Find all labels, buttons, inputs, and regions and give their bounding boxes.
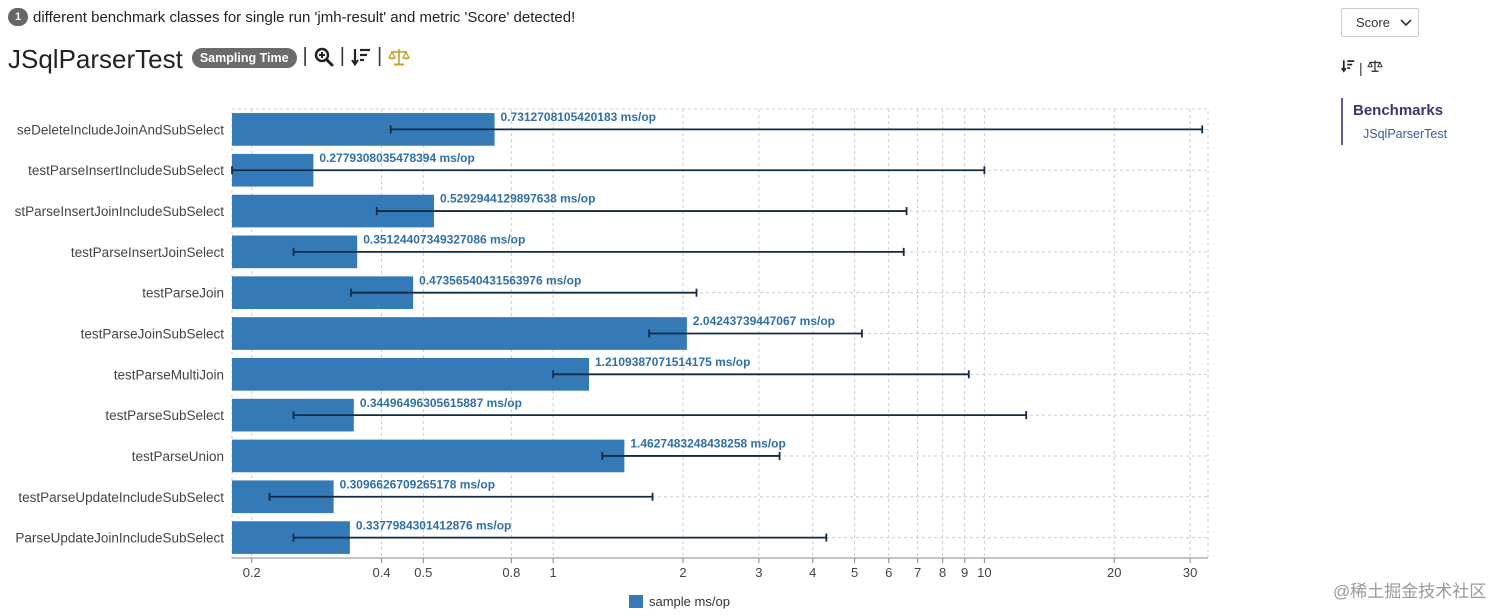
chart-header: JSqlParserTest Sampling Time | | |	[8, 44, 411, 75]
bar	[232, 357, 590, 391]
data-label: 0.7312708105420183 ms/op	[501, 110, 656, 124]
x-tick-label: 0.4	[373, 565, 391, 580]
x-tick-label: 0.8	[502, 565, 520, 580]
toc-item-jsqlparsertest[interactable]: JSqlParserTest	[1363, 127, 1448, 141]
toolbar-separator: |	[1359, 59, 1363, 76]
toolbar-separator: |	[339, 45, 345, 67]
plot-frame	[231, 108, 1209, 559]
data-label: 1.4627483248438258 ms/op	[630, 437, 785, 451]
data-label: 1.2109387071514175 ms/op	[595, 355, 750, 369]
metric-select[interactable]: Score	[1341, 8, 1419, 37]
data-label: 0.3096626709265178 ms/op	[340, 477, 495, 491]
x-tick-label: 1	[550, 565, 557, 580]
y-category-label: testParseUpdateIncludeSubSelect	[18, 490, 224, 505]
x-tick-label: 30	[1183, 565, 1197, 580]
page-title: JSqlParserTest	[8, 44, 183, 74]
notice-text: different benchmark classes for single r…	[33, 8, 576, 26]
y-category-label: testParseInsertJoinSelect	[71, 245, 224, 260]
data-label: 0.3377984301412876 ms/op	[356, 518, 511, 532]
x-tick-label: 8	[939, 565, 946, 580]
notice-count-badge: 1	[8, 8, 28, 26]
data-label: 0.34496496305615887 ms/op	[360, 396, 522, 410]
watermark-text: @稀土掘金技术社区	[1333, 582, 1487, 601]
y-category-label: testParseInsertIncludeSubSelect	[28, 163, 224, 178]
benchmarks-toc: Benchmarks JSqlParserTest	[1341, 98, 1501, 145]
y-category-label: testParseJoinSubSelect	[81, 327, 225, 342]
x-tick-label: 9	[961, 565, 968, 580]
x-tick-label: 0.2	[243, 565, 261, 580]
x-tick-label: 0.5	[414, 565, 432, 580]
metric-select-value: Score	[1356, 15, 1390, 30]
toolbar-separator: |	[302, 45, 308, 67]
balance-scale-icon[interactable]	[388, 47, 411, 67]
mode-badge: Sampling Time	[191, 47, 297, 68]
y-category-label: testParseSubSelect	[105, 408, 224, 423]
x-tick-label: 7	[914, 565, 921, 580]
y-category-label: testParseMultiJoin	[114, 367, 224, 382]
x-tick-label: 20	[1107, 565, 1121, 580]
x-tick-label: 5	[851, 565, 858, 580]
notice-bar: 1 different benchmark classes for single…	[8, 8, 575, 26]
data-label: 0.2779308035478394 ms/op	[319, 151, 474, 165]
x-tick-label: 4	[809, 565, 816, 580]
data-label: 0.47356540431563976 ms/op	[419, 273, 581, 287]
y-category-label: testParseUnion	[132, 449, 224, 464]
toolbar-separator: |	[376, 45, 383, 67]
data-label: 0.5292944129897638 ms/op	[440, 192, 595, 206]
data-label: 0.35124407349327086 ms/op	[363, 233, 525, 247]
x-tick-label: 6	[885, 565, 892, 580]
toc-heading: Benchmarks	[1353, 102, 1444, 119]
right-panel: Score | Benchmarks JS	[1341, 8, 1501, 145]
y-category-label: testParseJoin	[142, 286, 224, 301]
y-category-label: seDeleteIncludeJoinAndSubSelect	[17, 122, 224, 137]
y-category-label: ParseUpdateJoinIncludeSubSelect	[15, 531, 224, 546]
balance-scale-icon[interactable]	[1366, 59, 1383, 76]
sort-icon[interactable]	[351, 47, 371, 67]
data-label: 2.04243739447067 ms/op	[693, 314, 835, 328]
right-toolbar: |	[1341, 59, 1501, 76]
legend-label: sample ms/op	[649, 594, 730, 609]
benchmark-bar-chart: 0.2 0.4 0.5 0.8 1 2 3 4 5 6 7 8 9 10 20 30 0.73127081054…	[15, 108, 1209, 609]
zoom-in-icon[interactable]	[314, 47, 334, 67]
x-tick-label: 10	[977, 565, 991, 580]
y-category-label: stParseInsertJoinIncludeSubSelect	[15, 204, 225, 219]
sort-icon[interactable]	[1341, 59, 1355, 76]
x-tick-label: 3	[755, 565, 762, 580]
bar	[232, 317, 687, 350]
bar	[232, 439, 625, 473]
legend-swatch	[629, 595, 643, 608]
x-tick-label: 2	[679, 565, 686, 580]
chart-legend: sample ms/op	[629, 594, 730, 609]
chevron-down-icon	[1400, 19, 1412, 27]
